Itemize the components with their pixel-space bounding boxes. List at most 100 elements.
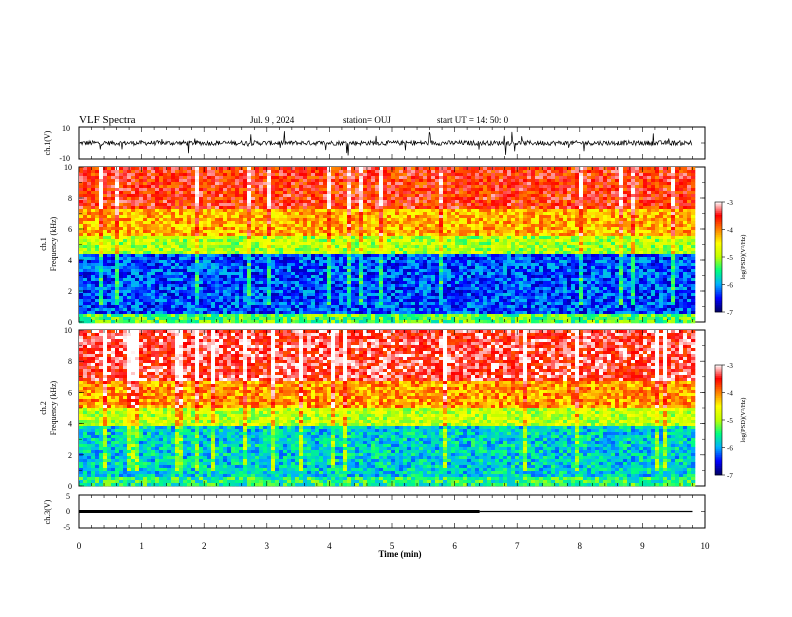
spectrogram-cell — [223, 191, 227, 194]
spectrogram-cell — [423, 308, 427, 311]
spectrogram-cell — [319, 230, 323, 233]
spectrogram-cell — [275, 299, 279, 302]
spectrogram-cell — [407, 296, 411, 299]
spectrogram-cell — [271, 188, 275, 191]
spectrogram-cell — [351, 299, 355, 302]
spectrogram-cell — [351, 308, 355, 311]
spectrogram-cell — [323, 242, 327, 245]
spectrogram-cell — [411, 266, 415, 269]
spectrogram-cell — [227, 170, 231, 173]
spectrogram-cell — [303, 185, 307, 188]
spectrogram-cell — [223, 245, 227, 248]
spectrogram-cell — [91, 311, 95, 314]
spectrogram-cell — [171, 266, 175, 269]
spectrogram-cell — [407, 170, 411, 173]
spectrogram-cell — [311, 203, 315, 206]
spectrogram-cell — [303, 245, 307, 248]
spectrogram-cell — [411, 242, 415, 245]
spectrogram-cell — [207, 272, 211, 275]
spectrogram-cell — [147, 221, 151, 224]
spectrogram-cell — [375, 260, 379, 263]
spectrogram-cell — [235, 308, 239, 311]
spectrogram-cell — [79, 272, 83, 275]
spectrogram-cell — [319, 251, 323, 254]
spectrogram-cell — [387, 314, 391, 317]
spectrogram-cell — [187, 293, 191, 296]
spectrogram-cell — [251, 296, 255, 299]
spectrogram-cell — [255, 176, 259, 179]
spectrogram-cell — [323, 290, 327, 293]
spectrogram-cell — [267, 245, 271, 248]
spectrogram-cell — [259, 170, 263, 173]
spectrogram-cell — [135, 290, 139, 293]
spectrogram-cell — [91, 221, 95, 224]
spectrogram-cell — [355, 227, 359, 230]
spectrogram-cell — [243, 197, 247, 200]
spectrogram-cell — [135, 188, 139, 191]
spectrogram-cell — [403, 212, 407, 215]
spectrogram-cell — [315, 299, 319, 302]
spectrogram-cell — [83, 296, 87, 299]
spectrogram-cell — [395, 284, 399, 287]
spectrogram-cell — [363, 215, 367, 218]
spectrogram-cell — [115, 185, 119, 188]
spectrogram-cell — [295, 302, 299, 305]
spectrogram-cell — [87, 170, 91, 173]
spectrogram-cell — [103, 305, 107, 308]
spectrogram-cell — [91, 206, 95, 209]
spectrogram-cell — [183, 248, 187, 251]
spectrogram-cell — [247, 221, 251, 224]
spectrogram-cell — [259, 242, 263, 245]
spectrogram-cell — [411, 182, 415, 185]
spectrogram-cell — [295, 284, 299, 287]
spectrogram-cell — [179, 194, 183, 197]
spectrogram-cell — [383, 305, 387, 308]
spectrogram-cell — [267, 275, 271, 278]
spectrogram-cell — [239, 302, 243, 305]
spectrogram-cell — [187, 320, 191, 323]
spectrogram-cell — [219, 239, 223, 242]
spectrogram-cell — [371, 233, 375, 236]
spectrogram-cell — [363, 314, 367, 317]
spectrogram-cell — [327, 236, 331, 239]
spectrogram-cell — [151, 221, 155, 224]
spectrogram-cell — [147, 311, 151, 314]
spectrogram-cell — [407, 236, 411, 239]
spectrogram-cell — [431, 248, 435, 251]
spectrogram-cell — [279, 215, 283, 218]
spectrogram-cell — [87, 281, 91, 284]
spectrogram-cell — [199, 176, 203, 179]
spectrogram-cell — [323, 263, 327, 266]
spectrogram-cell — [427, 242, 431, 245]
spectrogram-cell — [307, 290, 311, 293]
spectrogram-cell — [79, 260, 83, 263]
spectrogram-cell — [383, 245, 387, 248]
spectrogram-cell — [447, 284, 451, 287]
spectrogram-cell — [311, 305, 315, 308]
spectrogram-cell — [435, 293, 439, 296]
spectrogram-cell — [287, 230, 291, 233]
spectrogram-cell — [275, 173, 279, 176]
spectrogram-cell — [295, 257, 299, 260]
spectrogram-cell — [103, 251, 107, 254]
spectrogram-cell — [383, 224, 387, 227]
spectrogram-cell — [383, 227, 387, 230]
spectrogram-cell — [259, 200, 263, 203]
spectrogram-cell — [183, 311, 187, 314]
spectrogram-cell — [147, 317, 151, 320]
spectrogram-cell — [283, 293, 287, 296]
spectrogram-cell — [243, 290, 247, 293]
spectrogram-cell — [251, 314, 255, 317]
spectrogram-cell — [79, 167, 83, 170]
spectrogram-cell — [347, 251, 351, 254]
spectrogram-cell — [295, 281, 299, 284]
spectrogram-cell — [119, 236, 123, 239]
spectrogram-cell — [187, 272, 191, 275]
spectrogram-cell — [127, 281, 131, 284]
spectrogram-cell — [115, 275, 119, 278]
spectrogram-cell — [387, 191, 391, 194]
spectrogram-cell — [267, 287, 271, 290]
spectrogram-cell — [247, 245, 251, 248]
spectrogram-cell — [335, 182, 339, 185]
spectrogram-cell — [87, 185, 91, 188]
